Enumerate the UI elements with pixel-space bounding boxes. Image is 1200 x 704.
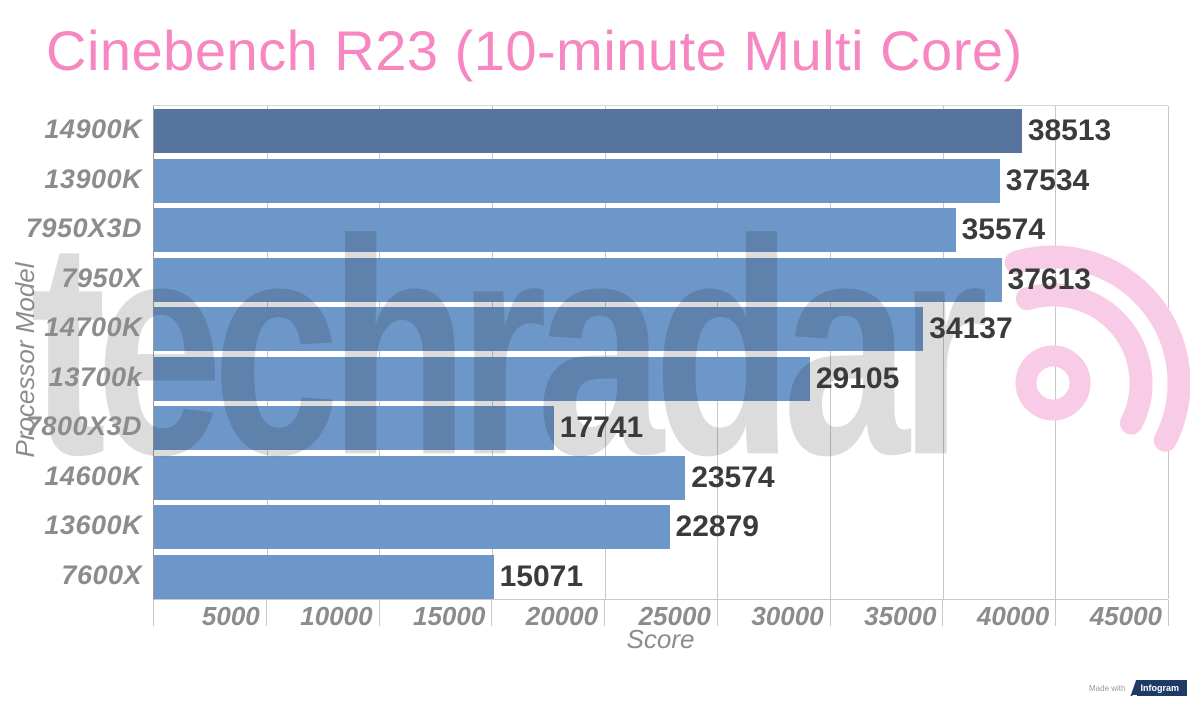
bar-7600X: 15071 [154,554,583,599]
bar-7950X3D: 35574 [154,208,1045,252]
category-label-14700K: 14700K [44,312,142,343]
x-axis-tick-mark [1055,600,1057,626]
x-axis-tick-mark [265,600,267,626]
category-label-14600K: 14600K [44,460,142,491]
category-label-13900K: 13900K [44,163,142,194]
x-axis-tick-label: 15000 [413,601,486,631]
x-axis-tick-label: 40000 [976,601,1050,631]
x-axis-tick-row: 5000 10000 15000 20000 25000 30000 35000 40000 4… [153,600,1169,631]
x-axis-tick-mark [1168,600,1169,626]
bar-13900K: 37534 [154,158,1089,203]
bar-row: 35574 [154,205,1168,255]
value-label: 29105 [815,361,900,395]
bar-13700k: 29105 [154,356,899,401]
bar-row: 17741 [154,403,1168,453]
value-label: 34137 [929,312,1013,345]
value-label: 22879 [675,510,759,543]
page-title: Cinebench R23 (10-minute Multi Core) [46,19,1023,82]
value-label: 23574 [691,460,775,494]
bar-7950X: 37613 [154,257,1091,302]
gridline [266,106,268,599]
gridline [942,106,944,599]
bar-14900K: 38513 [154,109,1111,153]
y-axis-category-labels: 14900K 13900K 7950X3D 7950X 14700K 13700k 7800… [0,105,147,600]
x-axis-title: Score [626,624,695,654]
x-axis-tick-label: 30000 [751,601,824,631]
x-axis-tick-label: 5000 [201,601,260,631]
bar-row: 29105 [154,354,1168,404]
x-axis-tick-label: 45000 [1089,601,1162,631]
value-label: 37534 [1005,163,1090,197]
value-label: 38513 [1027,114,1112,147]
category-label-7950X3D: 7950X3D [25,213,142,244]
gridline [379,106,381,599]
category-label-7950X: 7950X [61,262,142,293]
bar-row: 15071 [154,552,1168,602]
bar-14600K: 23574 [154,455,775,500]
x-axis-tick-mark [829,600,831,626]
gridline [830,106,831,599]
bar-13600K: 22879 [154,505,759,549]
infogram-badge: Made with Infogram [1089,680,1187,696]
bar-7800X3D: 17741 [154,406,643,450]
bar-row: 34137 [154,304,1168,354]
chart-plot: 38513 37534 35574 37613 34137 29105 17741 23574… [153,105,1169,602]
x-axis-tick-label: 20000 [525,601,599,631]
value-label: 15071 [499,559,584,593]
bar-14700K: 34137 [154,307,1013,351]
category-label-13600K: 13600K [44,510,142,541]
category-label-7600X: 7600X [61,559,142,590]
gridline [1168,106,1169,599]
x-axis-tick-mark [153,600,154,626]
gridline [717,106,719,599]
category-label-13700k: 13700k [48,361,142,392]
x-axis-tick-mark [491,600,493,626]
bar-row: 37534 [154,156,1168,206]
category-label-14900K: 14900K [44,114,142,145]
x-axis-tick-mark [942,600,944,626]
category-label-7800X3D: 7800X3D [25,411,142,442]
x-axis-tick-label: 10000 [300,601,373,631]
x-axis-tick-mark [604,600,606,626]
bar-row: 22879 [154,502,1168,552]
gridline [604,106,606,599]
x-axis-tick-mark [378,600,380,626]
made-with-label: Made with [1089,683,1126,693]
value-label: 35574 [961,213,1046,246]
bar-row: 37613 [154,255,1168,305]
bar-row: 38513 [154,106,1168,156]
infogram-badge-button[interactable]: Infogram [1130,680,1187,696]
x-axis-tick-label: 35000 [864,601,937,631]
bar-row: 23574 [154,453,1168,503]
gridline [492,106,493,599]
x-axis-tick-label: 25000 [638,601,711,631]
value-label: 37613 [1007,262,1091,296]
value-label: 17741 [559,411,644,444]
x-axis-tick-mark [716,600,718,626]
